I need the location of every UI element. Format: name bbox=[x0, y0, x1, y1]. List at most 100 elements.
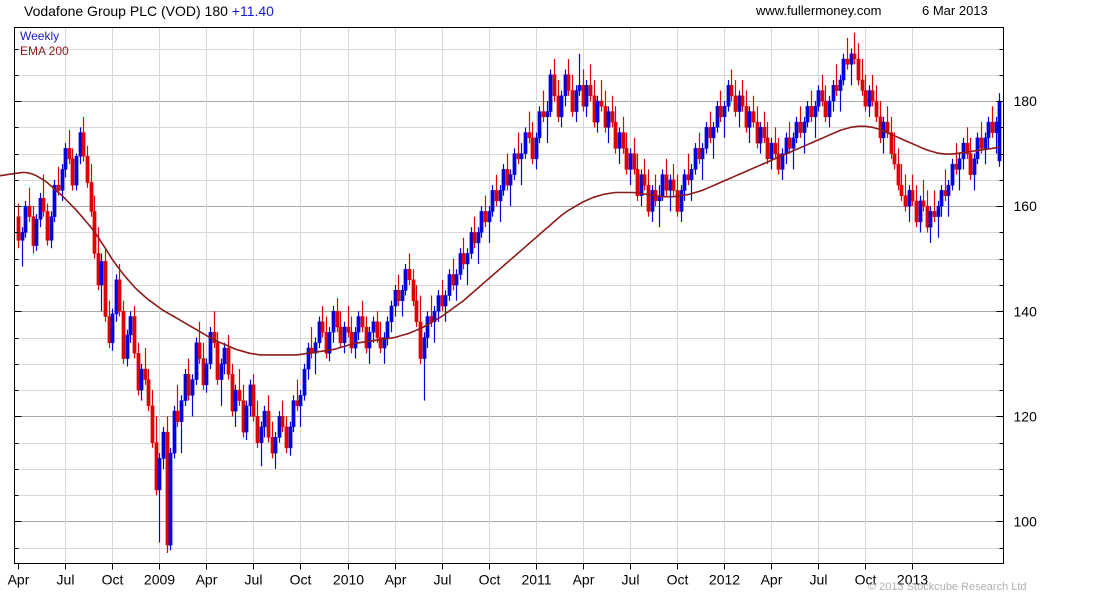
candle-up bbox=[23, 200, 28, 238]
candle-up bbox=[313, 337, 318, 375]
candle-up bbox=[689, 164, 694, 201]
candle-down bbox=[899, 164, 904, 201]
candle-down bbox=[624, 132, 629, 175]
candle-down bbox=[92, 195, 97, 259]
candle-down bbox=[729, 69, 734, 102]
candle-down bbox=[237, 369, 242, 406]
x-axis-label: 2009 bbox=[144, 572, 175, 588]
candle-up bbox=[802, 116, 807, 154]
candle-down bbox=[852, 32, 857, 65]
x-axis-label: Oct bbox=[855, 572, 877, 588]
candle-down bbox=[346, 306, 351, 338]
candle-up bbox=[704, 122, 709, 154]
candle-up bbox=[961, 137, 966, 170]
candle-down bbox=[755, 106, 760, 149]
candle-down bbox=[874, 85, 879, 123]
candle-up bbox=[403, 263, 408, 296]
candle-up bbox=[700, 143, 705, 180]
candle-up bbox=[114, 274, 119, 322]
candle-down bbox=[910, 174, 915, 207]
candle-up bbox=[179, 395, 184, 454]
candle-up bbox=[722, 101, 727, 138]
candle-up bbox=[298, 390, 303, 427]
x-axis-label: Apr bbox=[573, 572, 595, 588]
candle-down bbox=[117, 263, 122, 317]
ema-200-line bbox=[0, 125, 1000, 356]
candle-down bbox=[527, 111, 532, 144]
candle-down bbox=[121, 300, 126, 364]
candle-up bbox=[204, 358, 209, 393]
candle-down bbox=[889, 116, 894, 159]
candle-up bbox=[20, 227, 25, 267]
candle-down bbox=[671, 164, 676, 196]
candle-up bbox=[125, 329, 130, 367]
candle-down bbox=[461, 237, 466, 270]
candle-up bbox=[501, 164, 506, 196]
candle-up bbox=[277, 411, 282, 443]
candle-up bbox=[262, 405, 267, 438]
candle-up bbox=[650, 185, 655, 222]
candle-up bbox=[737, 90, 742, 128]
candle-up bbox=[317, 316, 322, 349]
candle-up bbox=[794, 116, 799, 144]
candle-down bbox=[979, 122, 984, 154]
candle-down bbox=[765, 122, 770, 165]
candle-up bbox=[78, 127, 83, 165]
x-axis-label: Apr bbox=[196, 572, 218, 588]
candle-up bbox=[841, 53, 846, 86]
candle-up bbox=[711, 122, 716, 159]
candle-up bbox=[288, 421, 293, 456]
candle-up bbox=[972, 153, 977, 191]
candle-up bbox=[986, 116, 991, 149]
candle-up bbox=[52, 179, 57, 222]
candle-up bbox=[183, 369, 188, 406]
candle-up bbox=[168, 447, 173, 551]
candle-up bbox=[244, 400, 249, 441]
candle-up bbox=[512, 148, 517, 180]
candle-up bbox=[371, 316, 376, 343]
candle-up bbox=[248, 379, 253, 417]
candle-down bbox=[375, 311, 380, 343]
candle-down bbox=[154, 416, 159, 496]
candle-up bbox=[487, 206, 492, 243]
candle-up bbox=[548, 69, 553, 117]
candle-down bbox=[212, 311, 217, 349]
candle-up bbox=[139, 363, 144, 401]
candle-up bbox=[563, 69, 568, 107]
candle-up bbox=[780, 148, 785, 180]
candle-down bbox=[201, 342, 206, 391]
candle-down bbox=[27, 187, 32, 222]
candle-up bbox=[813, 101, 818, 138]
y-axis-label: 160 bbox=[1014, 198, 1038, 214]
candle-down bbox=[845, 38, 850, 70]
candle-up bbox=[559, 90, 564, 128]
candle-down bbox=[226, 334, 231, 380]
candlesticks bbox=[16, 32, 1002, 553]
candle-down bbox=[136, 342, 141, 396]
candle-up bbox=[190, 374, 195, 417]
candle-up bbox=[975, 132, 980, 165]
candle-up bbox=[219, 358, 224, 406]
candle-down bbox=[31, 206, 36, 254]
candle-up bbox=[957, 153, 962, 191]
candle-down bbox=[809, 90, 814, 123]
candle-down bbox=[708, 111, 713, 144]
x-axis-label: Jul bbox=[622, 572, 640, 588]
candle-down bbox=[255, 400, 260, 448]
candle-up bbox=[508, 169, 513, 207]
gridlines-vertical bbox=[65, 27, 913, 564]
y-axis-label: 120 bbox=[1014, 408, 1038, 424]
candle-up bbox=[881, 116, 886, 154]
x-axis-label: Jul bbox=[810, 572, 828, 588]
candle-up bbox=[425, 311, 430, 349]
x-axis-label: Oct bbox=[479, 572, 501, 588]
candle-up bbox=[306, 342, 311, 380]
x-axis-label: Jul bbox=[57, 572, 75, 588]
candle-up bbox=[983, 132, 988, 165]
candle-down bbox=[653, 174, 658, 207]
candle-down bbox=[776, 137, 781, 175]
candle-down bbox=[903, 174, 908, 212]
candle-down bbox=[494, 174, 499, 207]
